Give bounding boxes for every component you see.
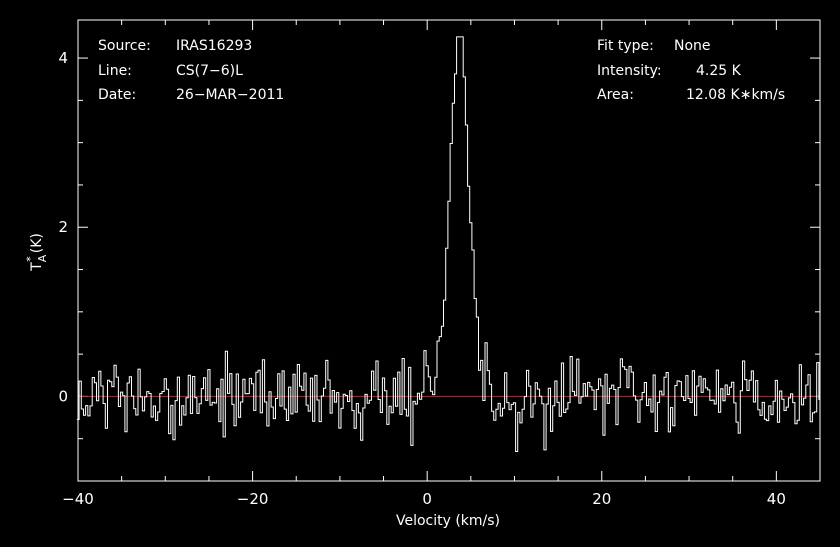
info-line-value: CS(7−6)L: [176, 63, 243, 79]
y-axis-label-unit: (K): [29, 233, 45, 253]
info-fit-key: Fit type:: [597, 38, 654, 54]
tick-label-group: −40 −20 0 20 40 0 2 4: [58, 49, 785, 508]
x-tick-label: −20: [237, 490, 269, 508]
info-source-key: Source:: [98, 38, 151, 54]
y-axis-label-superscript: *: [24, 256, 37, 262]
y-axis-label: TA* (K): [24, 233, 49, 272]
x-tick-label: 40: [767, 490, 786, 508]
y-tick-label: 0: [58, 387, 68, 405]
x-tick-label: −40: [62, 490, 94, 508]
y-axis-label-subscript: A: [36, 254, 49, 262]
info-fit-value: None: [674, 38, 711, 54]
info-area-key: Area:: [597, 87, 634, 103]
info-date-key: Date:: [98, 87, 136, 103]
info-block-left: Source: IRAS16293 Line: CS(7−6)L Date: 2…: [98, 38, 284, 103]
y-tick-label: 4: [58, 49, 68, 67]
x-tick-label: 20: [592, 490, 611, 508]
spectrum-trace: [76, 36, 820, 452]
info-block-right: Fit type: None Intensity: 4.25 K Area: 1…: [597, 38, 785, 103]
info-intensity-value: 4.25 K: [696, 63, 742, 79]
info-line-key: Line:: [98, 63, 132, 79]
y-tick-label: 2: [58, 218, 68, 236]
x-axis-label: Velocity (km/s): [396, 513, 500, 529]
info-source-value: IRAS16293: [176, 38, 252, 54]
info-intensity-key: Intensity:: [597, 63, 662, 79]
x-tick-label: 0: [422, 490, 432, 508]
plot-frame: [77, 19, 821, 482]
y-axis-label-symbol: T: [29, 262, 45, 272]
info-area-value: 12.08 K∗km/s: [686, 87, 785, 103]
info-date-value: 26−MAR−2011: [176, 87, 284, 103]
